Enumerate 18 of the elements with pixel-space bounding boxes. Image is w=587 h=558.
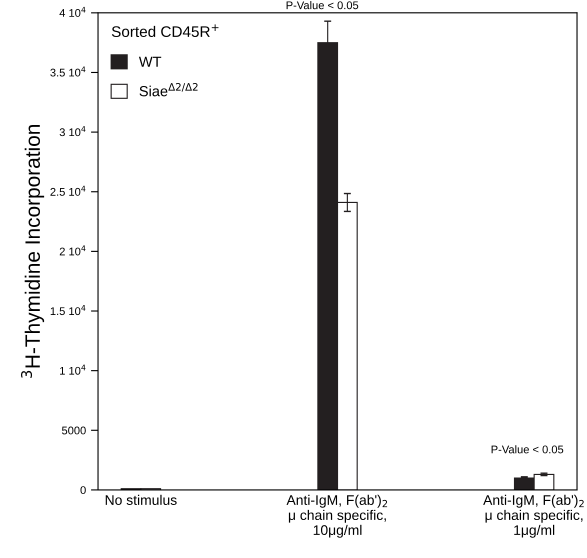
legend-label: Siae$^{Δ2/Δ2}$ — [140, 83, 198, 96]
annotation: P-Value < 0.05 — [492, 445, 564, 454]
legend-title: Sorted CD45R$^{+}$ — [112, 24, 218, 38]
y-tick-label: 1.5 10$^{4}$ — [50, 305, 86, 316]
y-tick-label: 0 — [80, 486, 86, 494]
y-tick-label: 3 10$^{4}$ — [60, 126, 86, 136]
y-tick-label: 2 10$^{4}$ — [60, 245, 86, 256]
legend-label: WT — [138, 56, 162, 67]
x-tick-label: Anti-IgM, F(ab')$_{2}$ μ chain specific, 1μg/ml — [483, 494, 584, 538]
y-tick-label: 3.5 10$^{4}$ — [50, 66, 86, 77]
y-tick-label: 1 10$^{4}$ — [60, 364, 86, 375]
y-tick-label: 5000 — [62, 426, 86, 434]
y-axis-title: $^{3}$H-Thymidine Incorporation — [21, 125, 44, 378]
text: P-Value < 0.05 — [286, 1, 358, 10]
x-tick-label: No stimulus — [106, 494, 177, 505]
x-tick-label: Anti-IgM, F(ab')$_{2}$ μ chain specific, 10μg/ml — [286, 494, 388, 538]
y-tick-label: 4 10$^{4}$ — [59, 6, 86, 17]
y-tick-label: 2.5 10$^{4}$ — [50, 186, 86, 196]
